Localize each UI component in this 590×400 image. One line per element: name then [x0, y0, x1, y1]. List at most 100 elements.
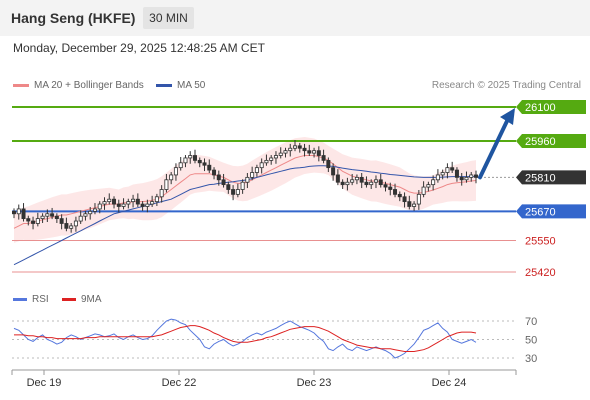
forecast-arrow-shaft	[478, 117, 510, 180]
candle-body	[302, 147, 307, 152]
candle	[54, 213, 59, 223]
candle-body	[145, 203, 150, 207]
legend-rsi-ma: 9MA	[62, 294, 102, 305]
candle	[435, 169, 440, 183]
legend-ma50: MA 50	[156, 80, 205, 91]
candle	[459, 173, 464, 186]
candle	[312, 147, 317, 158]
candle-body	[207, 164, 212, 171]
candle	[126, 198, 131, 209]
candle-body	[350, 179, 355, 183]
candle-body	[131, 198, 136, 203]
candle-body	[88, 210, 93, 215]
candle	[197, 157, 202, 168]
x-tick-label: Dec 23	[297, 377, 332, 389]
candle	[402, 192, 407, 208]
ma50-swatch	[156, 83, 172, 87]
candle-body	[116, 203, 121, 207]
candle-body	[297, 145, 302, 149]
candle-body	[250, 172, 255, 178]
candle	[131, 194, 136, 208]
rsi-tick-70: 70	[525, 316, 537, 328]
candle-body	[421, 186, 426, 195]
candle	[231, 185, 236, 201]
candle-body	[126, 201, 131, 205]
candle	[59, 214, 64, 230]
candle	[454, 167, 459, 182]
candle	[16, 204, 21, 220]
candle-body	[412, 203, 417, 207]
instrument-title: Hang Seng (HKFE)	[11, 10, 136, 26]
candle	[178, 156, 183, 171]
candle	[383, 181, 388, 192]
candle	[364, 176, 369, 188]
candle	[473, 170, 478, 184]
candle-body	[269, 157, 274, 161]
candle	[173, 163, 178, 181]
candle-body	[407, 201, 412, 207]
candle	[264, 154, 269, 166]
legend-ma20-label: MA 20 + Bollinger Bands	[34, 80, 144, 91]
timeframe-badge[interactable]: 30 MIN	[143, 7, 194, 29]
candle-body	[416, 193, 421, 205]
candle	[135, 193, 140, 207]
candle-body	[340, 181, 345, 186]
candle	[107, 193, 112, 205]
candle-body	[369, 181, 374, 186]
candle-body	[273, 155, 278, 159]
candle	[345, 177, 350, 191]
level-labels: 26100 25960 25810 25670 25550 25420	[516, 100, 586, 279]
candle-body	[264, 159, 269, 164]
candle	[40, 213, 45, 223]
candle	[50, 207, 55, 220]
candle-body	[402, 196, 407, 203]
candle-body	[388, 186, 393, 190]
candle	[112, 196, 117, 209]
bollinger-bands	[14, 137, 476, 243]
candle	[245, 173, 250, 189]
level-tag-25810	[516, 170, 586, 185]
candle	[183, 155, 188, 168]
candle	[235, 183, 240, 198]
candle	[254, 164, 259, 177]
candle-body	[354, 176, 359, 181]
credit-text: Research © 2025 Trading Central	[431, 80, 581, 91]
level-label-26100: 26100	[525, 102, 556, 114]
candle	[359, 173, 364, 189]
level-tag-26100	[516, 100, 586, 114]
candle-body	[11, 210, 16, 215]
candle	[73, 216, 78, 232]
candle	[250, 166, 255, 181]
ma20-swatch	[13, 83, 29, 87]
rsi-ma-swatch	[62, 297, 76, 301]
candle	[269, 155, 274, 165]
candle-body	[245, 176, 250, 183]
candle	[445, 163, 450, 179]
candle	[378, 173, 383, 188]
candle	[388, 182, 393, 196]
candle-body	[183, 157, 188, 164]
candle	[450, 161, 455, 173]
candle-body	[331, 167, 336, 176]
candle-body	[97, 203, 102, 210]
candle-body	[312, 150, 317, 154]
candle-body	[78, 215, 83, 222]
candle-body	[169, 174, 174, 181]
candle	[64, 217, 69, 232]
candle-body	[231, 189, 236, 195]
candle-body	[192, 155, 197, 161]
candle-body	[140, 203, 145, 207]
candle	[421, 181, 426, 198]
level-label-25670: 25670	[525, 206, 556, 218]
candle-body	[102, 201, 107, 205]
candle-body	[202, 162, 207, 166]
candle	[102, 197, 107, 210]
candle	[416, 189, 421, 210]
candle-body	[454, 169, 459, 178]
candle-body	[326, 159, 331, 169]
candle-body	[226, 184, 231, 190]
candle	[83, 210, 88, 221]
candle-body	[259, 162, 264, 169]
candle	[469, 172, 474, 182]
